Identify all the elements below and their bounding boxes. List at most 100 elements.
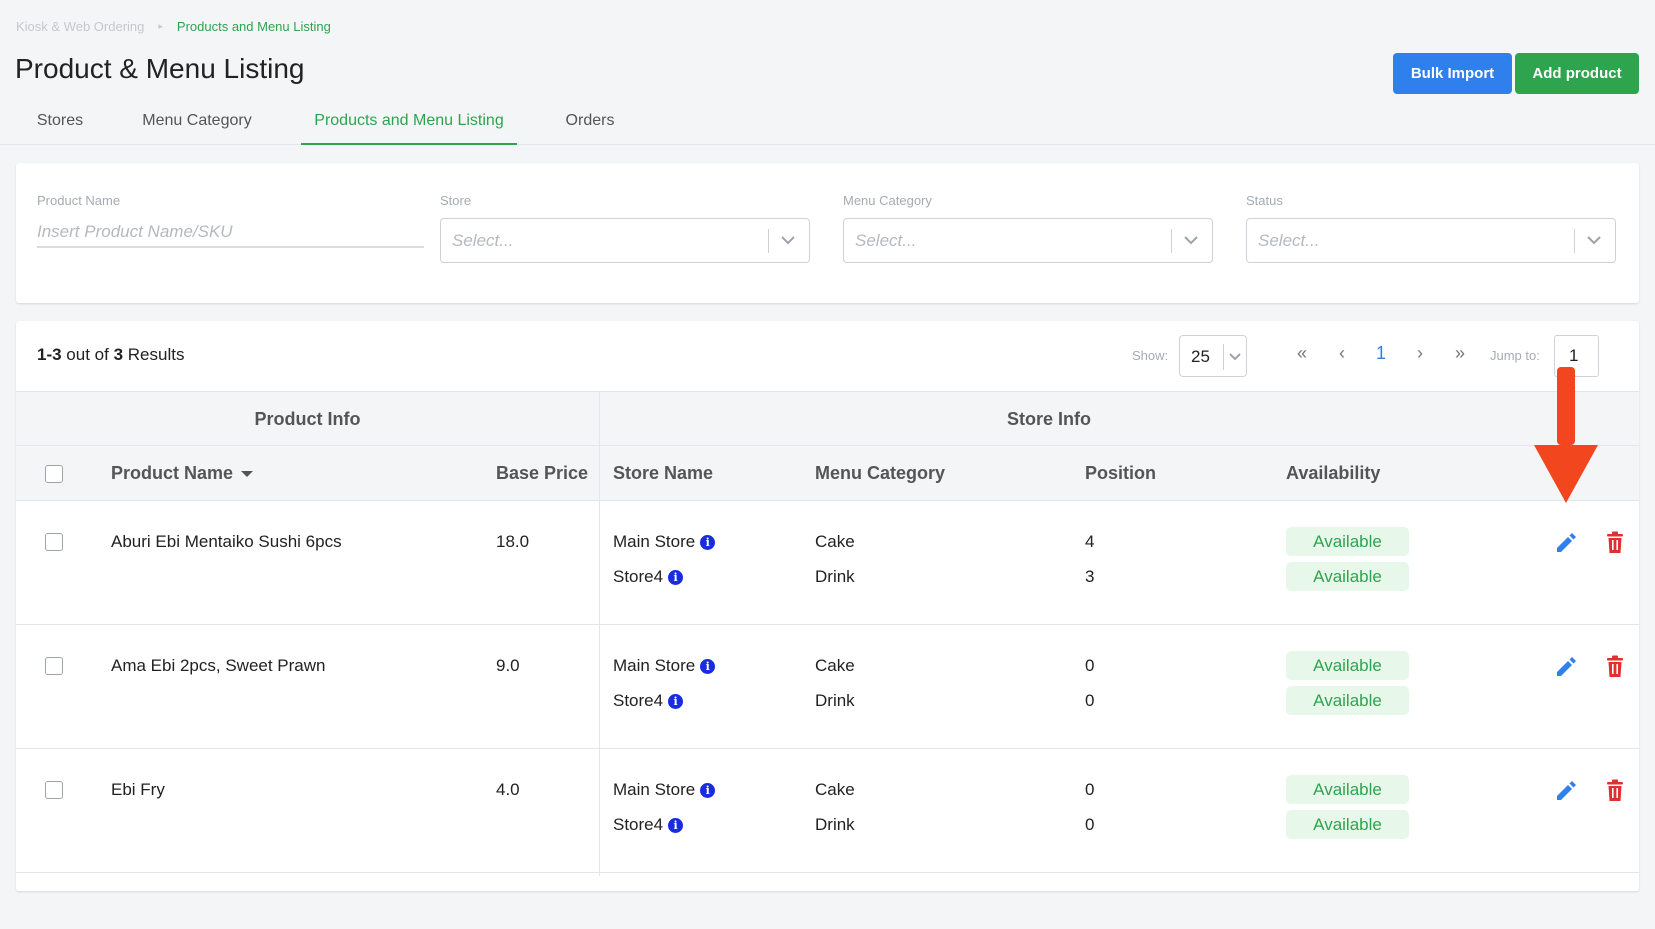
menu-category-cell: Drink <box>815 815 855 834</box>
info-icon[interactable]: i <box>668 569 684 585</box>
table-row: Ama Ebi 2pcs, Sweet Prawn 9.0 Main Store… <box>16 625 1639 749</box>
column-header-base-price: Base Price <box>496 463 589 483</box>
results-total: 3 <box>113 345 124 364</box>
menu-category-filter-placeholder: Select... <box>855 231 917 250</box>
availability-badge: Available <box>1286 651 1409 680</box>
menu-category-cell: Drink <box>815 691 855 710</box>
store-name-cell: Store4 i <box>613 567 684 587</box>
group-header-store-info-label: Store Info <box>1007 409 1091 429</box>
results-range: 1-3 <box>37 345 62 364</box>
delete-trash-icon[interactable] <box>1602 653 1628 679</box>
last-page-button[interactable]: » <box>1454 343 1465 363</box>
breadcrumb-root-link[interactable]: Kiosk & Web Ordering <box>16 19 145 34</box>
tab-stores[interactable]: Stores <box>36 112 84 129</box>
breadcrumb-separator-icon: ▸ <box>158 21 163 31</box>
row-checkbox[interactable] <box>45 781 63 799</box>
info-icon[interactable]: i <box>700 782 716 798</box>
info-icon[interactable]: i <box>700 534 716 550</box>
menu-category-filter-select[interactable]: Select... <box>843 218 1213 263</box>
page-number-current[interactable]: 1 <box>1375 343 1386 363</box>
store-name: Main Store <box>613 532 696 551</box>
results-out-of: out of <box>61 345 114 364</box>
product-table: Product Info Store Info Product Name Bas… <box>16 391 1639 876</box>
store-name: Store4 <box>613 691 664 710</box>
store-name: Main Store <box>613 780 696 799</box>
info-icon[interactable]: i <box>668 693 684 709</box>
product-name-input[interactable] <box>37 218 424 248</box>
tab-products-and-menu-listing[interactable]: Products and Menu Listing <box>301 102 517 145</box>
show-label: Show: <box>1132 348 1169 363</box>
filter-panel: Product Name Store Select... Menu Catego… <box>16 163 1639 303</box>
next-page-button[interactable]: › <box>1417 343 1423 363</box>
base-price-cell: 4.0 <box>496 780 520 799</box>
column-header-product-name[interactable]: Product Name <box>111 463 254 484</box>
breadcrumb: Kiosk & Web Ordering ▸ Products and Menu… <box>16 19 331 34</box>
column-header-product-name-label: Product Name <box>111 463 234 483</box>
position-cell: 4 <box>1085 532 1095 551</box>
select-all-checkbox[interactable] <box>45 465 63 483</box>
store-filter-placeholder: Select... <box>452 231 514 250</box>
sort-caret-down-icon <box>241 470 254 477</box>
availability-badge: Available <box>1286 686 1409 715</box>
availability-badge: Available <box>1286 775 1409 804</box>
store-name-cell: Main Store i <box>613 532 716 552</box>
menu-category-cell: Drink <box>815 567 855 586</box>
column-header-row: Product Name Base Price Store Name Menu … <box>16 446 1639 501</box>
first-page-button[interactable]: « <box>1296 343 1307 363</box>
delete-trash-icon[interactable] <box>1602 529 1628 555</box>
edit-pencil-icon[interactable] <box>1553 777 1579 803</box>
table-row: Aburi Ebi Mentaiko Sushi 6pcs 18.0 Main … <box>16 501 1639 625</box>
group-header-product-info: Product Info <box>16 391 599 446</box>
chevron-down-icon <box>1184 236 1198 245</box>
annotation-arrow-icon <box>1534 367 1598 503</box>
prev-page-button[interactable]: ‹ <box>1339 343 1345 363</box>
availability-badge: Available <box>1286 527 1409 556</box>
row-checkbox[interactable] <box>45 533 63 551</box>
edit-pencil-icon[interactable] <box>1553 529 1579 555</box>
store-filter-label: Store <box>440 193 472 208</box>
tab-orders[interactable]: Orders <box>565 112 615 129</box>
base-price-cell: 18.0 <box>496 532 530 551</box>
jump-to-label: Jump to: <box>1490 348 1540 363</box>
column-header-position: Position <box>1085 463 1156 483</box>
product-name-label: Product Name <box>37 193 121 208</box>
table-row: Ebi Fry 4.0 Main Store i Store4 i Cake Dri… <box>16 749 1639 873</box>
results-summary: 1-3 out of 3 Results <box>37 345 184 365</box>
tab-menu-category[interactable]: Menu Category <box>142 112 252 129</box>
chevron-down-icon <box>781 236 795 245</box>
delete-trash-icon[interactable] <box>1602 777 1628 803</box>
store-name: Store4 <box>613 567 664 586</box>
position-cell: 0 <box>1085 656 1095 675</box>
select-divider <box>768 229 769 253</box>
menu-category-filter-label: Menu Category <box>843 193 932 208</box>
availability-badge: Available <box>1286 562 1409 591</box>
page-size-select[interactable]: 25 <box>1179 335 1247 377</box>
store-filter-select[interactable]: Select... <box>440 218 810 263</box>
info-icon[interactable]: i <box>668 817 684 833</box>
add-product-button[interactable]: Add product <box>1515 53 1639 94</box>
info-icon[interactable]: i <box>700 658 716 674</box>
page-title: Product & Menu Listing <box>15 53 305 84</box>
store-name-cell: Main Store i <box>613 780 716 800</box>
group-header-product-info-label: Product Info <box>254 409 361 429</box>
store-name: Main Store <box>613 656 696 675</box>
store-name-cell: Main Store i <box>613 656 716 676</box>
status-filter-select[interactable]: Select... <box>1246 218 1616 263</box>
select-divider <box>1574 229 1575 253</box>
status-filter-label: Status <box>1246 193 1283 208</box>
bulk-import-button[interactable]: Bulk Import <box>1393 53 1512 94</box>
position-cell: 0 <box>1085 815 1095 834</box>
edit-pencil-icon[interactable] <box>1553 653 1579 679</box>
availability-badge: Available <box>1286 810 1409 839</box>
product-name-cell: Ama Ebi 2pcs, Sweet Prawn <box>111 656 326 675</box>
group-divider <box>599 391 600 876</box>
row-checkbox[interactable] <box>45 657 63 675</box>
chevron-down-icon <box>1229 353 1241 361</box>
group-header-store-info: Store Info <box>599 391 1639 446</box>
menu-category-cell: Cake <box>815 780 855 799</box>
tab-bar: Stores Menu Category Products and Menu L… <box>0 102 1655 145</box>
store-name: Store4 <box>613 815 664 834</box>
chevron-down-icon <box>1587 236 1601 245</box>
product-name-cell: Aburi Ebi Mentaiko Sushi 6pcs <box>111 532 342 551</box>
menu-category-cell: Cake <box>815 532 855 551</box>
